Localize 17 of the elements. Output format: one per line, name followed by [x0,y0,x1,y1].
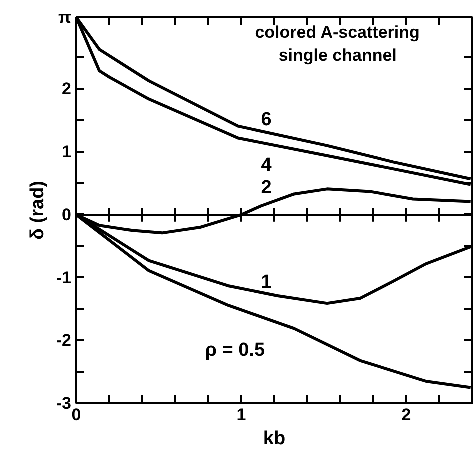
x-tick-label: 2 [402,406,412,424]
series-label: ρ = 0.5 [205,340,266,361]
y-axis-title: δ (rad) [27,180,48,240]
y-tick-label: 0 [62,205,72,224]
series-label: 2 [261,178,272,199]
series-label: 4 [261,154,272,176]
y-tick-label: 1 [62,142,72,162]
y-tick-label: 2 [62,80,72,99]
y-tick-label: -2 [56,331,72,350]
series-label: 1 [261,272,272,294]
y-tick-label: π [58,8,72,27]
y-tick-label: -3 [56,394,72,413]
annotation: colored A-scattering single channel [255,22,420,65]
y-tick-label: -1 [56,268,72,288]
x-axis-title: kb [263,428,286,450]
series-label: 6 [261,110,272,131]
x-tick-label: 1 [236,406,246,424]
